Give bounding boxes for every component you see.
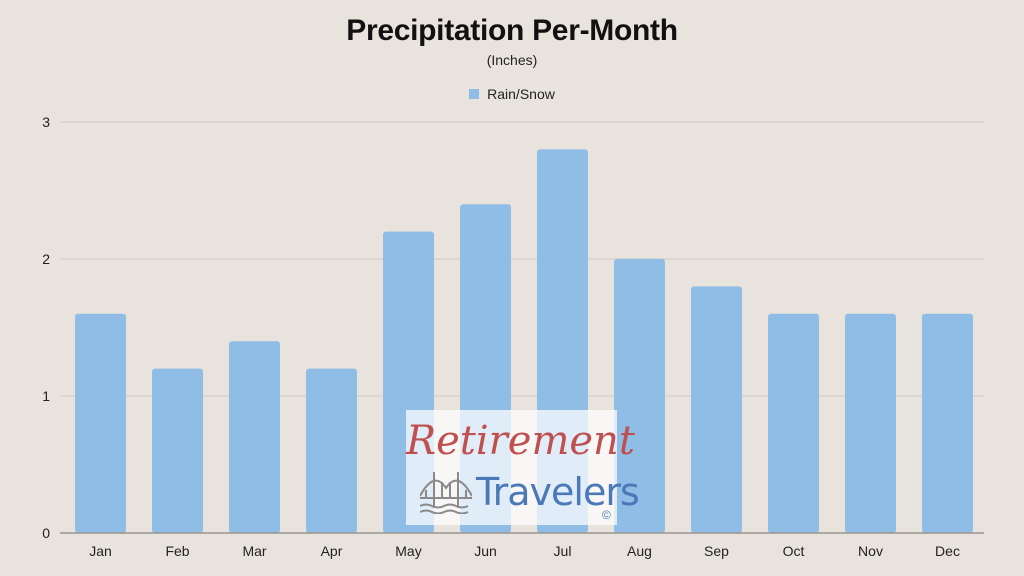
watermark-line2: Travelers — [476, 470, 640, 514]
watermark-copyright: © — [602, 508, 611, 522]
bar-apr — [306, 368, 357, 533]
x-tick-label-jun: Jun — [474, 543, 497, 559]
y-tick-label-0: 0 — [42, 525, 50, 541]
bar-aug — [614, 259, 665, 533]
watermark-logo: Retirement Travelers © — [406, 410, 640, 525]
chart-title: Precipitation Per-Month — [346, 14, 678, 47]
bar-oct — [768, 313, 819, 533]
legend-label-rain-snow: Rain/Snow — [487, 86, 555, 102]
x-tick-label-jul: Jul — [554, 543, 572, 559]
y-tick-label-2: 2 — [42, 251, 50, 267]
x-tick-label-sep: Sep — [704, 543, 729, 559]
x-tick-label-aug: Aug — [627, 543, 652, 559]
bar-mar — [229, 341, 280, 533]
chart-legend: Rain/Snow — [0, 86, 1024, 102]
x-tick-label-dec: Dec — [935, 543, 960, 559]
bar-jan — [75, 313, 126, 533]
bar-feb — [152, 368, 203, 533]
chart-subtitle: (Inches) — [486, 52, 538, 68]
x-tick-label-mar: Mar — [242, 543, 266, 559]
bar-nov — [845, 313, 896, 533]
y-tick-label-3: 3 — [42, 114, 50, 130]
watermark-line1: Retirement — [406, 418, 635, 464]
x-tick-label-may: May — [395, 543, 421, 559]
bridge-icon — [420, 472, 472, 514]
x-tick-label-oct: Oct — [783, 543, 805, 559]
y-tick-label-1: 1 — [42, 388, 50, 404]
bar-sep — [691, 286, 742, 533]
legend-swatch-rain-snow — [469, 89, 480, 99]
x-tick-label-feb: Feb — [165, 543, 189, 559]
x-tick-label-nov: Nov — [858, 543, 883, 559]
bar-dec — [922, 313, 973, 533]
x-tick-label-apr: Apr — [321, 543, 343, 559]
x-tick-label-jan: Jan — [89, 543, 112, 559]
